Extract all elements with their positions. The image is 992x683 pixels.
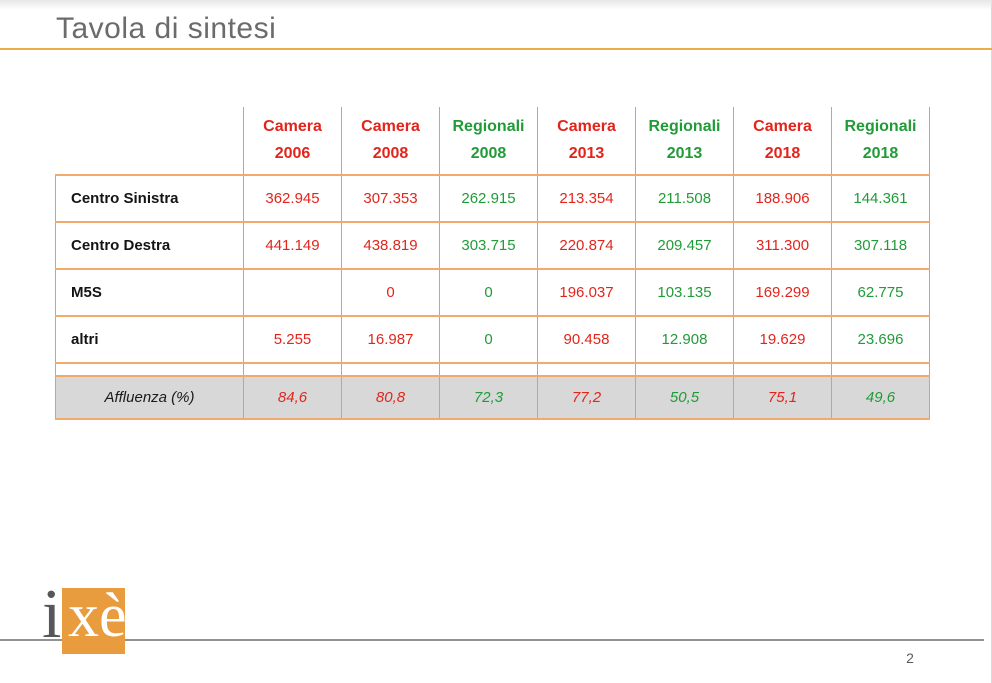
table-cell: 0 bbox=[341, 269, 440, 317]
table-cell: 311.300 bbox=[733, 222, 832, 270]
table-row: altri 5.255 16.987 0 90.458 12.908 19.62… bbox=[55, 316, 930, 364]
table-cell: 16.987 bbox=[341, 316, 440, 364]
table-cell: 23.696 bbox=[831, 316, 930, 364]
table-cell: 12.908 bbox=[635, 316, 734, 364]
row-label: Centro Destra bbox=[55, 222, 244, 270]
header-line1: Camera bbox=[263, 118, 322, 135]
table-cell: 188.906 bbox=[733, 175, 832, 223]
table-cell: 307.353 bbox=[341, 175, 440, 223]
table-cell: 0 bbox=[439, 316, 538, 364]
column-header: Camera 2006 bbox=[243, 107, 342, 176]
affluenza-row: Affluenza (%) 84,6 80,8 72,3 77,2 50,5 7… bbox=[55, 376, 930, 420]
table-cell: 362.945 bbox=[243, 175, 342, 223]
spacer-cell bbox=[55, 363, 244, 377]
table-cell: 72,3 bbox=[439, 376, 538, 420]
top-edge-fade bbox=[0, 0, 992, 10]
table-cell: 49,6 bbox=[831, 376, 930, 420]
table-cell: 84,6 bbox=[243, 376, 342, 420]
header-line2: 2013 bbox=[666, 145, 703, 162]
header-line1: Camera bbox=[361, 118, 420, 135]
row-label: Centro Sinistra bbox=[55, 175, 244, 223]
table-cell: 307.118 bbox=[831, 222, 930, 270]
table-cell: 303.715 bbox=[439, 222, 538, 270]
table-cell: 438.819 bbox=[341, 222, 440, 270]
summary-table: Camera 2006 Camera 2008 Regionali 2008 Came… bbox=[55, 107, 930, 420]
header-line1: Camera bbox=[753, 118, 812, 135]
header-line2: 2013 bbox=[568, 145, 605, 162]
footer-divider bbox=[0, 639, 984, 641]
ixe-logo-letters-xe: xè bbox=[68, 582, 127, 650]
header-line2: 2008 bbox=[372, 145, 409, 162]
row-label: altri bbox=[55, 316, 244, 364]
table-cell: 211.508 bbox=[635, 175, 734, 223]
header-line1: Camera bbox=[557, 118, 616, 135]
header-line2: 2018 bbox=[862, 145, 899, 162]
table-cell: 262.915 bbox=[439, 175, 538, 223]
column-header: Camera 2013 bbox=[537, 107, 636, 176]
header-line1: Regionali bbox=[452, 118, 525, 135]
spacer-cell bbox=[635, 363, 734, 377]
page-number: 2 bbox=[906, 650, 914, 666]
spacer-cell bbox=[439, 363, 538, 377]
table-row: Centro Sinistra 362.945 307.353 262.915 … bbox=[55, 175, 930, 223]
table-cell: 19.629 bbox=[733, 316, 832, 364]
table-row: M5S 0 0 196.037 103.135 169.299 62.775 bbox=[55, 269, 930, 317]
slide-title: Tavola di sintesi bbox=[56, 12, 277, 45]
header-line1: Regionali bbox=[844, 118, 917, 135]
spacer-cell bbox=[243, 363, 342, 377]
spacer-cell bbox=[733, 363, 832, 377]
ixe-logo-square bbox=[62, 588, 125, 654]
column-header: Regionali 2008 bbox=[439, 107, 538, 176]
column-header: Regionali 2013 bbox=[635, 107, 734, 176]
header-row: Camera 2006 Camera 2008 Regionali 2008 Came… bbox=[55, 107, 930, 176]
table-cell: 169.299 bbox=[733, 269, 832, 317]
table-cell: 62.775 bbox=[831, 269, 930, 317]
spacer-cell bbox=[341, 363, 440, 377]
table-cell: 441.149 bbox=[243, 222, 342, 270]
table-cell: 103.135 bbox=[635, 269, 734, 317]
column-header: Camera 2018 bbox=[733, 107, 832, 176]
table-row: Centro Destra 441.149 438.819 303.715 22… bbox=[55, 222, 930, 270]
table-cell: 220.874 bbox=[537, 222, 636, 270]
spacer-cell bbox=[537, 363, 636, 377]
table-cell: 5.255 bbox=[243, 316, 342, 364]
table-cell: 209.457 bbox=[635, 222, 734, 270]
header-line2: 2008 bbox=[470, 145, 507, 162]
row-label: M5S bbox=[55, 269, 244, 317]
table-cell: 144.361 bbox=[831, 175, 930, 223]
title-underline bbox=[0, 48, 992, 50]
table-cell: 0 bbox=[439, 269, 538, 317]
column-header: Camera 2008 bbox=[341, 107, 440, 176]
table-cell: 90.458 bbox=[537, 316, 636, 364]
column-header: Regionali 2018 bbox=[831, 107, 930, 176]
affluenza-label: Affluenza (%) bbox=[55, 376, 244, 420]
table-cell: 75,1 bbox=[733, 376, 832, 420]
table-cell: 50,5 bbox=[635, 376, 734, 420]
header-line2: 2006 bbox=[274, 145, 311, 162]
spacer-cell bbox=[831, 363, 930, 377]
table-cell: 196.037 bbox=[537, 269, 636, 317]
table-cell: 80,8 bbox=[341, 376, 440, 420]
table-cell: 77,2 bbox=[537, 376, 636, 420]
table-cell bbox=[243, 269, 342, 317]
corner-cell bbox=[55, 107, 244, 176]
table-cell: 213.354 bbox=[537, 175, 636, 223]
spacer-row bbox=[55, 363, 930, 377]
header-line1: Regionali bbox=[648, 118, 721, 135]
ixe-logo-letter-i: i bbox=[42, 576, 62, 653]
header-line2: 2018 bbox=[764, 145, 801, 162]
